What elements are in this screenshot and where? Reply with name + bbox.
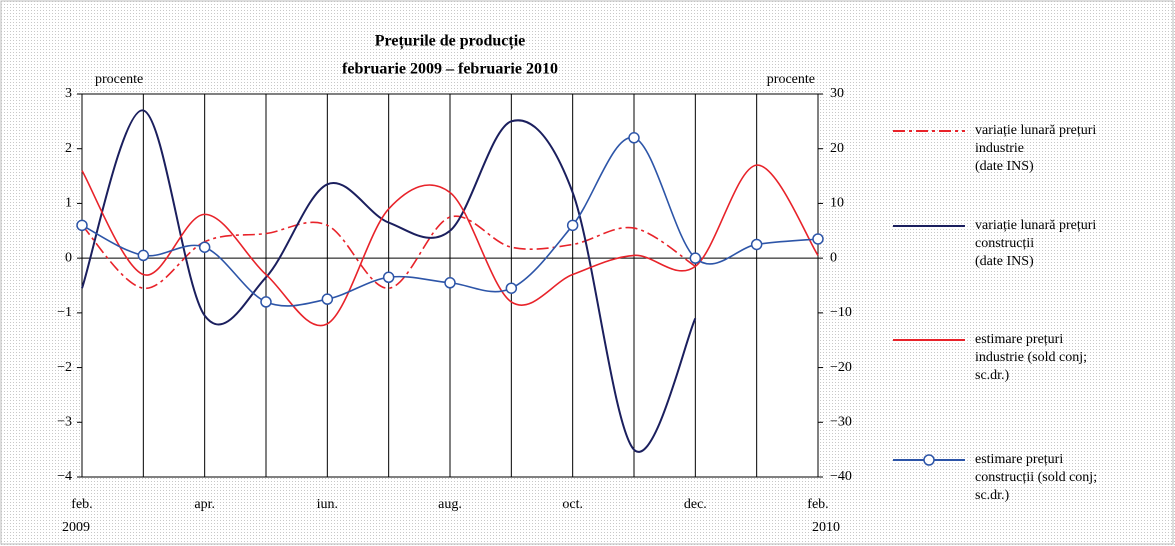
y2-tick-label: −30 (830, 415, 852, 430)
legend-marker (923, 454, 935, 466)
start-year: 2009 (62, 520, 90, 535)
marker (321, 293, 334, 305)
legend-entry: estimare prețuri construcții (sold conj;… (975, 452, 1098, 503)
marker (812, 233, 824, 245)
x-tick-label: dec. (684, 497, 707, 512)
y2-tick-label: 0 (830, 250, 837, 265)
marker (444, 277, 456, 289)
series-line (81, 164, 819, 327)
y-tick-label: −2 (57, 360, 72, 375)
marker (750, 238, 763, 251)
y2-unit-label: procente (767, 72, 815, 87)
y2-tick-label: 10 (830, 196, 844, 211)
legend-entry: variație lunară prețuri construcții (dat… (975, 218, 1097, 269)
marker (566, 219, 579, 232)
y-tick-label: 2 (65, 141, 72, 156)
end-year: 2010 (812, 520, 840, 535)
x-tick-label: aug. (438, 497, 462, 512)
x-tick-label: iun. (317, 497, 338, 512)
marker (628, 132, 640, 144)
y2-tick-label: −40 (830, 469, 852, 484)
y-tick-label: 0 (65, 250, 72, 265)
y-tick-label: 1 (65, 196, 72, 211)
y2-tick-label: 30 (830, 86, 844, 101)
marker (137, 249, 150, 262)
x-tick-label: oct. (562, 497, 583, 512)
marker (76, 219, 88, 232)
marker (198, 241, 211, 253)
chart-subtitle: februarie 2009 – februarie 2010 (342, 61, 558, 78)
y-tick-label: −1 (57, 305, 72, 320)
marker (382, 271, 395, 284)
y-unit-label: procente (95, 72, 143, 87)
y-tick-label: 3 (65, 86, 72, 101)
x-tick-label: apr. (194, 497, 215, 512)
marker (260, 296, 272, 308)
y2-tick-label: −20 (830, 360, 852, 375)
y-tick-label: −4 (57, 469, 72, 484)
marker (505, 282, 518, 294)
y2-tick-label: 20 (830, 141, 844, 156)
x-tick-label: feb. (71, 497, 92, 512)
marker (689, 252, 702, 264)
legend-entry: estimare prețuri industrie (sold conj; s… (975, 332, 1087, 383)
chart-title: Prețurile de producție (375, 33, 526, 51)
x-tick-label: feb. (807, 497, 828, 512)
legend-entry: variație lunară prețuri industrie (date … (975, 123, 1097, 174)
y2-tick-label: −10 (830, 305, 852, 320)
series-line (81, 109, 697, 453)
y-tick-label: −3 (57, 415, 72, 430)
